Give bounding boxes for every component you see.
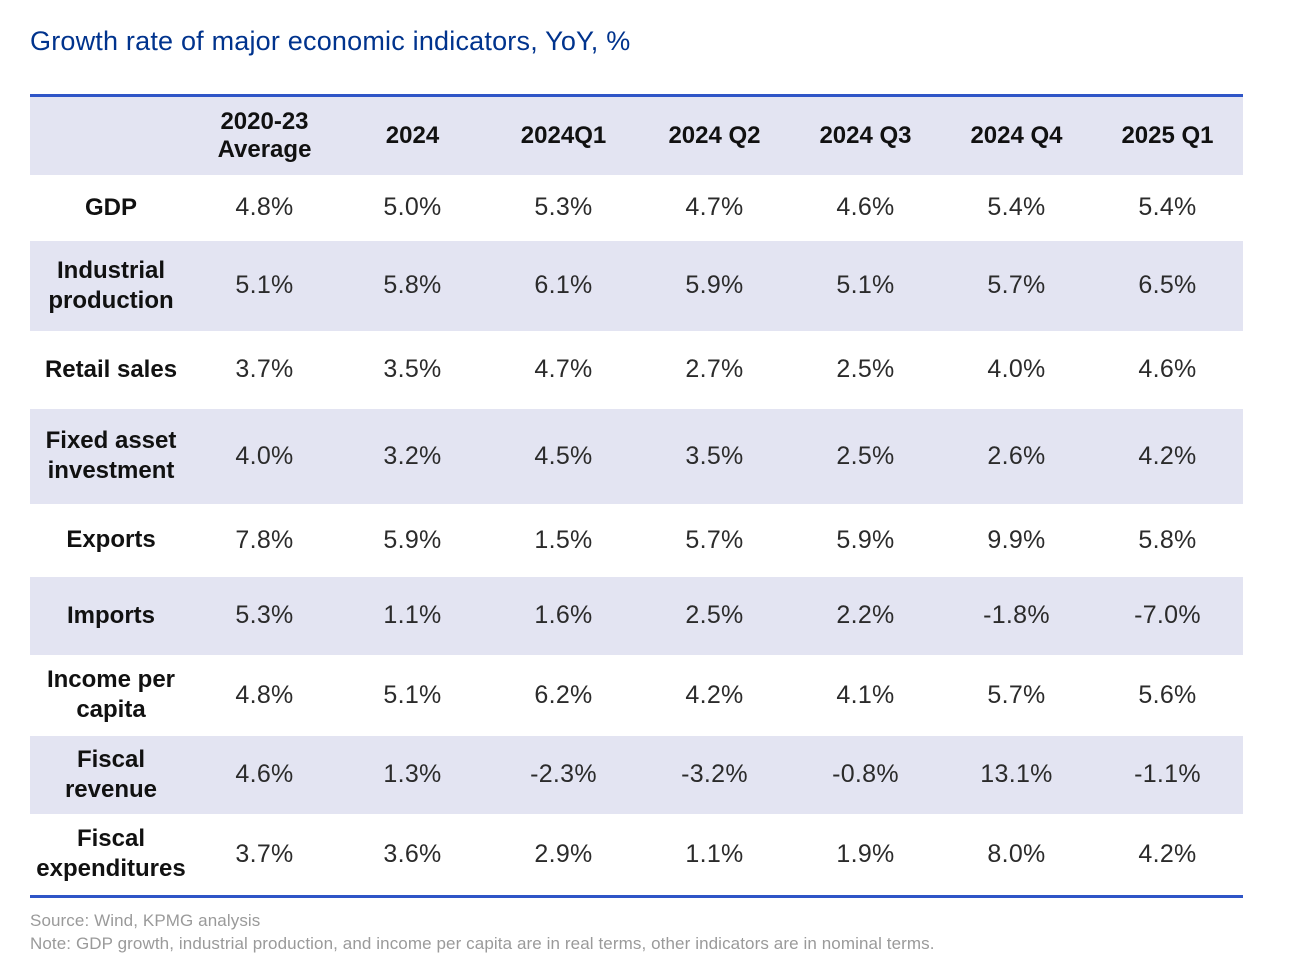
row-label: Fixed asset investment [45, 427, 177, 484]
table-cell: -1.8% [983, 601, 1050, 629]
table-cell: 5.9% [685, 271, 744, 299]
table-cell: 5.0% [383, 193, 442, 221]
table-cell: 2.2% [836, 601, 895, 629]
table-cell: 4.7% [534, 355, 593, 383]
table-cell: 4.0% [235, 441, 294, 470]
table-cell: 5.9% [836, 525, 895, 554]
table-cell: 6.5% [1138, 271, 1197, 299]
row-label: Retail sales [44, 355, 178, 383]
table-cell: 8.0% [987, 839, 1046, 868]
table-cell: 13.1% [980, 760, 1053, 788]
table-cell: 1.6% [534, 601, 593, 629]
table-cell: 1.3% [383, 760, 442, 788]
table-cell: 5.3% [235, 601, 294, 629]
table-cell: 2.6% [987, 441, 1046, 470]
table-cell: -3.2% [681, 760, 748, 788]
header-cell-2025q1: 2025 Q1 [1121, 121, 1214, 149]
row-label: GDP [84, 193, 137, 221]
table-cell: 1.1% [383, 601, 442, 629]
table-cell: 2.5% [685, 601, 744, 629]
table-cell: 5.8% [383, 271, 442, 299]
table-cell: 4.2% [685, 680, 744, 709]
table-cell: 4.2% [1138, 441, 1197, 470]
row-label: Income per capita [46, 666, 176, 723]
table-cell: 6.1% [534, 271, 593, 299]
table-cell: 1.9% [836, 839, 895, 868]
table-cell: 5.4% [987, 193, 1046, 221]
economic-indicators-table: 2020-23 Average 2024 2024Q1 2024 Q2 2024… [30, 94, 1243, 898]
table-cell: 5.6% [1138, 680, 1197, 709]
table-cell: 3.7% [235, 839, 294, 868]
table-cell: 4.0% [987, 355, 1046, 383]
table-cell: 4.2% [1138, 839, 1197, 868]
table-cell: 3.6% [383, 839, 442, 868]
page-title: Growth rate of major economic indicators… [30, 26, 631, 56]
table-cell: -1.1% [1134, 760, 1201, 788]
table-footnotes: Source: Wind, KPMG analysis Note: GDP gr… [30, 910, 1284, 956]
table-cell: 2.5% [836, 441, 895, 470]
table-cell: -0.8% [832, 760, 899, 788]
table-cell: 5.4% [1138, 193, 1197, 221]
table-row-income-per-capita: Income per capita 4.8% 5.1% 6.2% 4.2% 4.… [30, 654, 1243, 736]
header-cell-empty [30, 96, 192, 175]
table-cell: 3.5% [685, 441, 744, 470]
table-row-imports: Imports 5.3% 1.1% 1.6% 2.5% 2.2% -1.8% -… [30, 576, 1243, 655]
row-label: Industrial production [48, 256, 174, 314]
table-cell: -7.0% [1134, 601, 1201, 629]
row-label: Fiscal expenditures [36, 825, 186, 883]
terms-note: Note: GDP growth, industrial production,… [30, 933, 935, 953]
table-cell: 1.5% [534, 525, 593, 554]
table-cell: 4.1% [836, 680, 895, 709]
header-cell-2024q2: 2024 Q2 [668, 121, 761, 149]
table-cell: 2.7% [685, 355, 744, 383]
table-cell: 6.2% [534, 680, 593, 709]
table-row-industrial-production: Industrial production 5.1% 5.8% 6.1% 5.9… [30, 240, 1243, 331]
table-cell: 4.6% [836, 193, 895, 221]
table-cell: 2.5% [836, 355, 895, 383]
table-cell: 1.1% [685, 839, 744, 868]
table-cell: 4.7% [685, 193, 744, 221]
table-cell: 9.9% [987, 525, 1046, 554]
table-cell: 4.5% [534, 441, 593, 470]
row-label: Imports [66, 601, 155, 629]
table-cell: -2.3% [530, 760, 597, 788]
header-cell-2024q1: 2024Q1 [520, 121, 607, 149]
table-cell: 5.1% [383, 680, 442, 709]
table-cell: 4.8% [235, 680, 294, 709]
row-label: Fiscal revenue [64, 745, 158, 803]
table-row-fiscal-revenue: Fiscal revenue 4.6% 1.3% -2.3% -3.2% -0.… [30, 735, 1243, 814]
header-cell-2024q3: 2024 Q3 [819, 121, 912, 149]
table-cell: 5.7% [987, 271, 1046, 299]
header-row: 2020-23 Average 2024 2024Q1 2024 Q2 2024… [30, 95, 1243, 175]
table-cell: 2.9% [534, 839, 593, 868]
table-row-fixed-asset-investment: Fixed asset investment 4.0% 3.2% 4.5% 3.… [30, 408, 1243, 504]
header-cell-2024: 2024 [385, 121, 440, 149]
header-cell-2024q4: 2024 Q4 [970, 121, 1063, 149]
header-cell-2020-23-average: 2020-23 Average [217, 108, 312, 163]
table-cell: 3.2% [383, 441, 442, 470]
table-cell: 4.6% [235, 760, 294, 788]
table-cell: 7.8% [235, 525, 294, 554]
table-cell: 5.3% [534, 193, 593, 221]
row-label: Exports [66, 526, 156, 553]
table-cell: 5.7% [987, 680, 1046, 709]
table-cell: 4.6% [1138, 355, 1197, 383]
table-cell: 4.8% [235, 193, 294, 221]
table-cell: 3.5% [383, 355, 442, 383]
table-cell: 5.7% [685, 525, 744, 554]
table-cell: 5.1% [235, 271, 294, 299]
table-row-retail-sales: Retail sales 3.7% 3.5% 4.7% 2.7% 2.5% 4.… [30, 330, 1243, 409]
table-cell: 5.8% [1138, 525, 1197, 554]
table-row-fiscal-expenditures: Fiscal expenditures 3.7% 3.6% 2.9% 1.1% … [30, 813, 1243, 897]
table-row-exports: Exports 7.8% 5.9% 1.5% 5.7% 5.9% 9.9% 5.… [30, 503, 1243, 577]
table-cell: 5.9% [383, 525, 442, 554]
table-row-gdp: GDP 4.8% 5.0% 5.3% 4.7% 4.6% 5.4% 5.4% [30, 174, 1243, 241]
source-note: Source: Wind, KPMG analysis [30, 911, 261, 930]
table-cell: 5.1% [836, 271, 895, 299]
table-cell: 3.7% [235, 355, 294, 383]
